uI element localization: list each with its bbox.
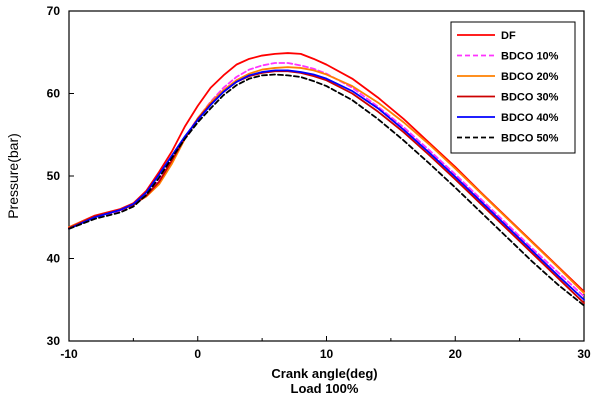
y-tick-label: 40 xyxy=(47,252,61,266)
legend-items: DF BDCO 10% BDCO 20% BDCO 30% BDCO 40% BDCO 5… xyxy=(457,30,559,145)
x-tick-label: 20 xyxy=(449,347,463,361)
x-tick-label: 10 xyxy=(320,347,334,361)
legend-label: DF xyxy=(501,30,516,42)
legend: DF BDCO 10% BDCO 20% BDCO 30% BDCO 40% BDCO 5… xyxy=(450,21,576,154)
series-line-bdco-40 xyxy=(68,69,585,301)
series-layer xyxy=(68,52,585,307)
x-tick-label: 30 xyxy=(577,347,591,361)
x-axis-ticks: -10 0 10 20 30 xyxy=(60,336,591,361)
legend-label: BDCO 50% xyxy=(501,133,559,145)
series-line-df xyxy=(68,52,585,293)
legend-box xyxy=(450,21,576,154)
series-line-bdco-20 xyxy=(68,66,585,295)
x-tick-label: 0 xyxy=(194,347,201,361)
y-tick-label: 70 xyxy=(47,4,61,18)
y-axis-ticks: 30 40 50 60 70 xyxy=(47,4,74,348)
y-tick-label: 50 xyxy=(47,169,61,183)
series-line-bdco-10 xyxy=(68,62,585,298)
legend-label: BDCO 30% xyxy=(501,92,559,104)
series-line-bdco-50 xyxy=(68,73,585,307)
x-axis-sublabel: Load 100% xyxy=(291,381,359,396)
y-tick-label: 30 xyxy=(47,334,61,348)
y-tick-label: 60 xyxy=(47,87,61,101)
legend-label: BDCO 20% xyxy=(501,71,559,83)
legend-label: BDCO 40% xyxy=(501,112,559,124)
x-axis-label: Crank angle(deg) xyxy=(271,366,377,381)
x-tick-label: -10 xyxy=(60,347,78,361)
y-axis-label: Pressure(bar) xyxy=(5,133,21,219)
legend-label: BDCO 10% xyxy=(501,51,559,63)
